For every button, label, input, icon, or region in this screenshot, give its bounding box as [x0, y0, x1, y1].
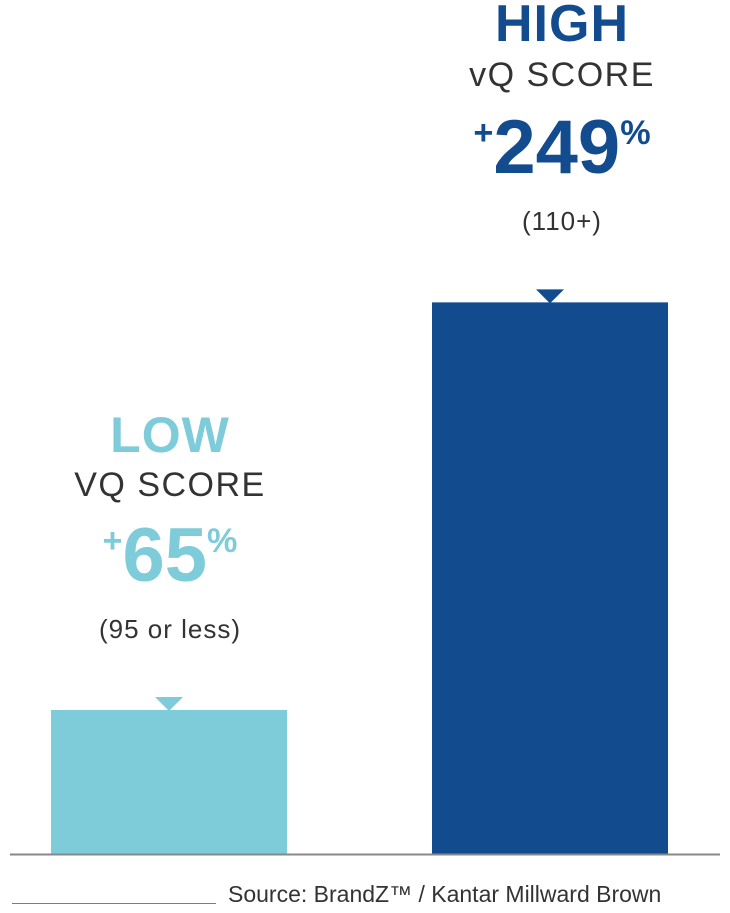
source-rule	[12, 903, 216, 904]
low-metric-label: VQ SCORE	[74, 466, 266, 504]
low-range-label: (95 or less)	[98, 614, 242, 644]
low-value-number: 65	[122, 513, 208, 598]
bar-high	[432, 302, 668, 854]
low-value-sign: +	[102, 522, 123, 560]
bar-marker-low	[155, 697, 183, 711]
low-value-unit: %	[207, 522, 238, 560]
high-value-number: 249	[493, 105, 621, 190]
high-metric-label: vQ SCORE	[469, 56, 655, 94]
high-value-unit: %	[620, 114, 651, 152]
source-note: Source: BrandZ™ / Kantar Millward Brown	[228, 881, 662, 907]
bar-low	[51, 710, 287, 854]
bar-marker-high	[536, 289, 564, 304]
high-label-group: HIGH vQ SCORE +249% (110+)	[432, 0, 692, 234]
high-value-sign: +	[473, 114, 494, 152]
high-value-label: +249%	[432, 110, 692, 186]
low-value-label: +65%	[50, 518, 290, 594]
low-tier-label: LOW	[110, 407, 230, 463]
high-range-label: (110+)	[522, 206, 602, 236]
low-label-group: LOW VQ SCORE +65% (95 or less)	[50, 410, 290, 642]
high-tier-label: HIGH	[495, 0, 629, 53]
